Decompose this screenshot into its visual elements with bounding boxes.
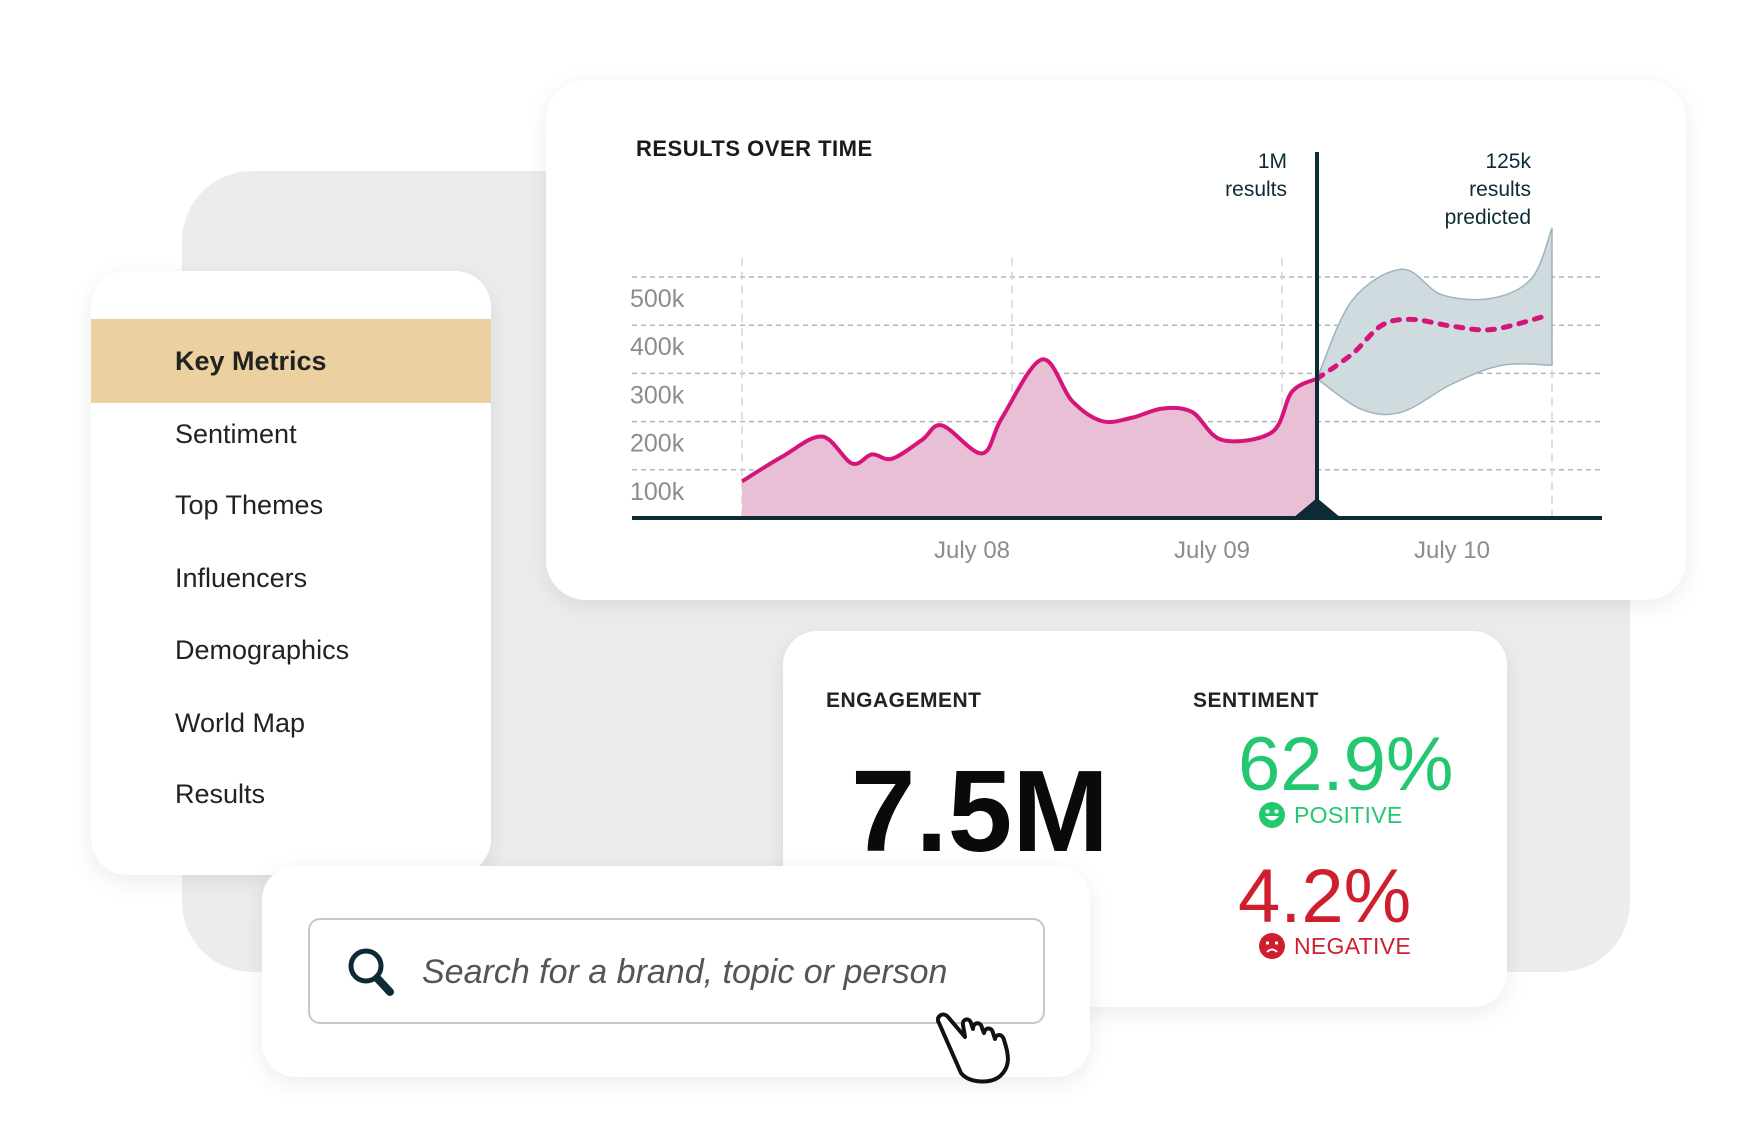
search-input[interactable]	[420, 940, 1024, 1004]
forecast-line	[1314, 314, 1545, 382]
now-annotation-line: results	[1225, 178, 1287, 201]
sidebar-item-world-map[interactable]: World Map	[175, 708, 306, 738]
sad-face-icon	[1259, 933, 1285, 959]
x-tick-label: July 09	[1174, 537, 1250, 564]
actual-results-area	[742, 359, 1317, 518]
sidebar-item-key-metrics[interactable]: Key Metrics	[91, 319, 491, 403]
forecast-confidence-band	[1316, 227, 1553, 416]
sidebar-item-results[interactable]: Results	[175, 779, 266, 809]
now-annotation-line: 1M	[1258, 150, 1287, 173]
forecast-annotation-line: results	[1469, 178, 1531, 201]
positive-label: POSITIVE	[1294, 801, 1403, 828]
results-over-time-card: RESULTS OVER TIME 100k 200k 300k 400k 500k Jul…	[546, 80, 1686, 600]
search-box[interactable]	[308, 918, 1045, 1024]
y-tick-label: 500k	[630, 285, 685, 313]
x-tick-label: July 10	[1414, 537, 1490, 564]
sidebar-item-demographics[interactable]: Demographics	[175, 635, 350, 665]
sidebar-item-sentiment[interactable]: Sentiment	[175, 419, 297, 449]
x-tick-label: July 08	[934, 537, 1010, 564]
sidebar-item-influencers[interactable]: Influencers	[175, 563, 308, 593]
y-tick-label: 200k	[630, 430, 685, 458]
sidebar-item-top-themes[interactable]: Top Themes	[175, 490, 324, 520]
hand-pointer-icon	[936, 1012, 1010, 1084]
positive-sentiment: POSITIVE	[1258, 801, 1402, 829]
smiley-face-icon	[1259, 802, 1285, 828]
now-marker-triangle	[1293, 498, 1341, 518]
y-tick-label: 100k	[630, 478, 685, 506]
chart-title: RESULTS OVER TIME	[636, 136, 873, 161]
forecast-annotation-line: 125k	[1485, 150, 1531, 173]
results-over-time-chart: RESULTS OVER TIME 100k 200k 300k 400k 500k Jul…	[630, 136, 1602, 564]
sidebar-nav: Key Metrics Sentiment Top Themes Influen…	[91, 271, 491, 875]
y-tick-label: 300k	[630, 381, 685, 409]
positive-value: 62.9%	[1238, 722, 1454, 807]
sentiment-label: SENTIMENT	[1193, 689, 1319, 712]
engagement-value: 7.5M	[851, 746, 1109, 876]
engagement-label: ENGAGEMENT	[826, 689, 982, 712]
forecast-annotation-line: predicted	[1445, 206, 1531, 229]
actual-results-line	[740, 357, 1318, 484]
negative-value: 4.2%	[1238, 854, 1412, 939]
y-tick-label: 400k	[630, 333, 685, 361]
negative-sentiment: NEGATIVE	[1258, 932, 1411, 960]
negative-label: NEGATIVE	[1294, 932, 1411, 959]
search-icon[interactable]	[346, 946, 396, 998]
